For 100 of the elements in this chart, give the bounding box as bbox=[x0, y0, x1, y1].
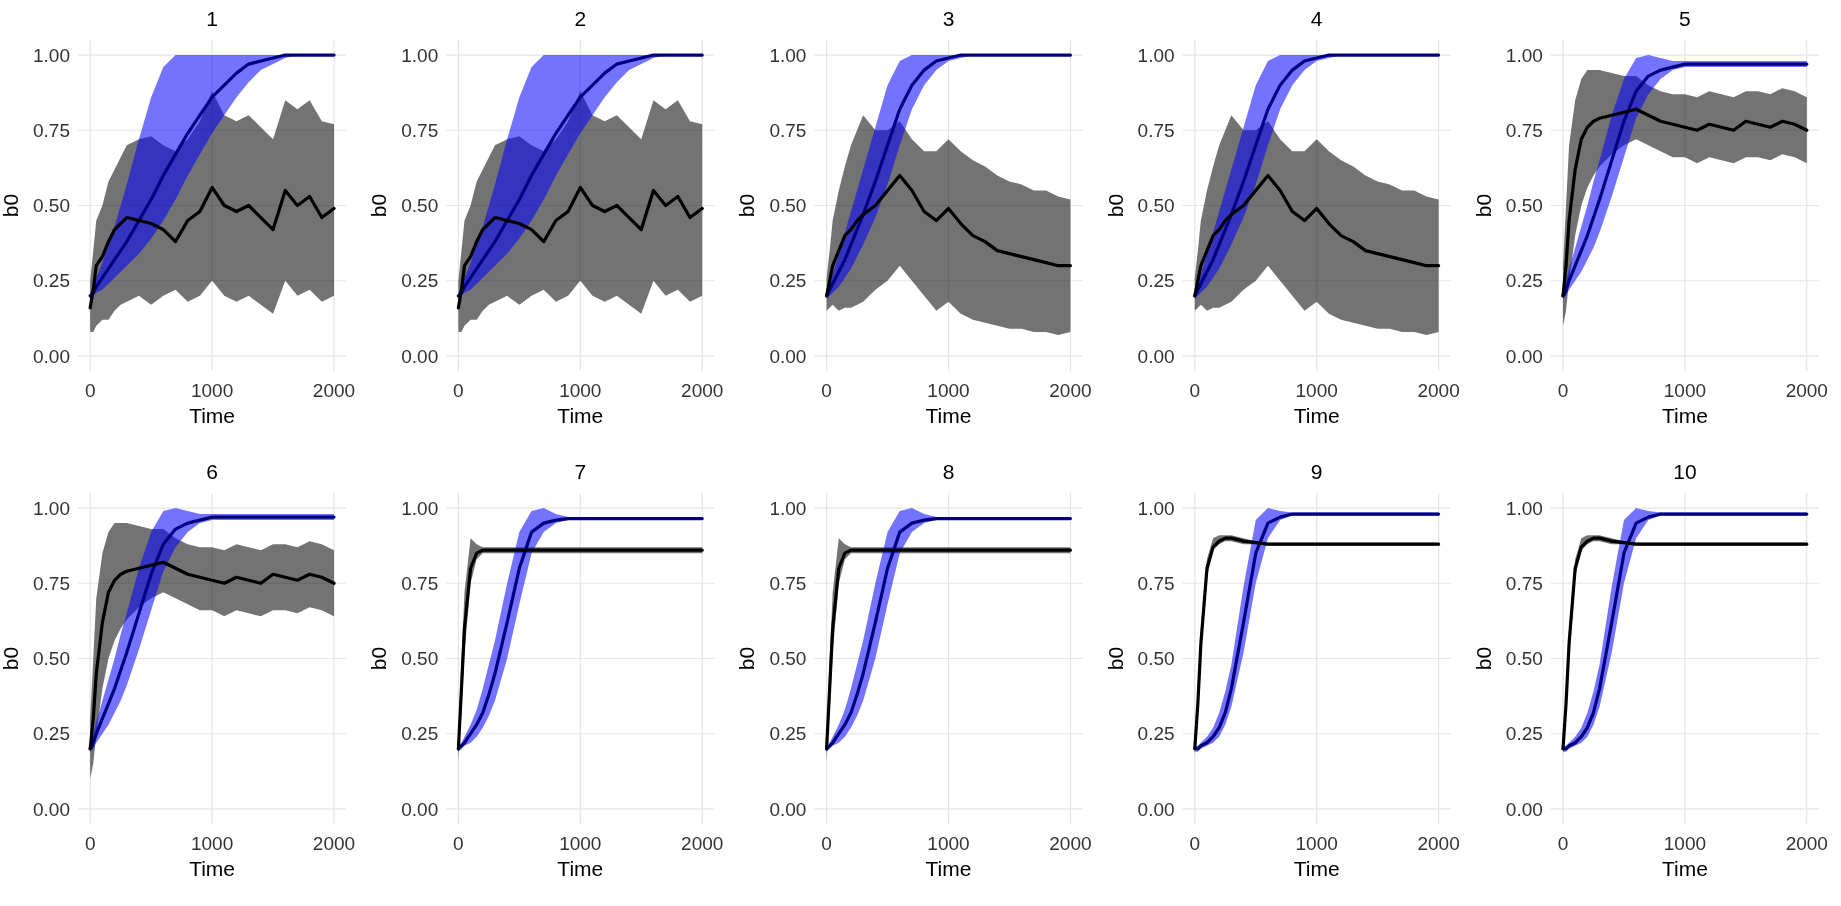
x-tick-label: 2000 bbox=[1049, 380, 1092, 401]
x-axis-title: Time bbox=[925, 857, 972, 880]
x-axis-title: Time bbox=[557, 404, 604, 427]
x-tick-label: 2000 bbox=[312, 833, 356, 854]
x-tick-label: 1000 bbox=[559, 833, 602, 854]
chart-title: 9 bbox=[1310, 460, 1323, 483]
chart-title: 5 bbox=[1679, 7, 1691, 30]
x-tick-label: 1000 bbox=[190, 833, 234, 854]
y-tick-label: 0.75 bbox=[769, 119, 807, 141]
chart-title: 6 bbox=[206, 460, 218, 483]
y-tick-label: 0.25 bbox=[33, 270, 70, 292]
x-tick-label: 0 bbox=[1557, 380, 1569, 401]
y-tick-label: 0.50 bbox=[1505, 195, 1543, 217]
x-axis-title: Time bbox=[1293, 404, 1340, 427]
x-tick-label: 2000 bbox=[1785, 380, 1828, 401]
y-axis-title: b0 bbox=[1103, 646, 1127, 671]
y-tick-label: 0.50 bbox=[769, 195, 807, 217]
y-tick-label: 1.00 bbox=[769, 497, 807, 519]
y-axis-title: b0 bbox=[367, 193, 391, 218]
y-tick-label: 0.75 bbox=[401, 119, 439, 141]
y-axis-title: b0 bbox=[735, 193, 759, 218]
x-axis-title: Time bbox=[189, 404, 236, 427]
x-tick-label: 2000 bbox=[1417, 380, 1460, 401]
x-tick-label: 1000 bbox=[559, 380, 602, 401]
chart-title: 8 bbox=[942, 460, 955, 483]
y-tick-label: 1.00 bbox=[1137, 44, 1175, 66]
y-axis-title: b0 bbox=[1471, 646, 1495, 671]
y-tick-label: 0.75 bbox=[1137, 572, 1175, 594]
x-tick-label: 1000 bbox=[1663, 380, 1707, 401]
y-tick-label: 1.00 bbox=[33, 44, 70, 66]
x-tick-label: 2000 bbox=[1417, 833, 1460, 854]
y-axis-title: b0 bbox=[1103, 193, 1127, 218]
y-tick-label: 0.00 bbox=[401, 345, 439, 367]
y-tick-label: 0.25 bbox=[1505, 723, 1543, 745]
y-tick-label: 0.25 bbox=[1137, 723, 1175, 745]
x-axis-title: Time bbox=[1661, 404, 1708, 427]
y-tick-label: 0.75 bbox=[1505, 119, 1543, 141]
y-tick-label: 0.00 bbox=[33, 798, 70, 820]
y-tick-label: 0.75 bbox=[401, 572, 439, 594]
x-axis-title: Time bbox=[1661, 857, 1708, 880]
x-tick-label: 1000 bbox=[927, 833, 970, 854]
x-tick-label: 1000 bbox=[1295, 380, 1338, 401]
y-tick-label: 0.75 bbox=[1137, 119, 1175, 141]
y-tick-label: 0.50 bbox=[33, 195, 70, 217]
x-axis-title: Time bbox=[189, 857, 236, 880]
y-tick-label: 1.00 bbox=[401, 497, 439, 519]
x-tick-label: 0 bbox=[821, 833, 832, 854]
y-tick-label: 0.50 bbox=[769, 648, 807, 670]
x-tick-label: 2000 bbox=[1049, 833, 1092, 854]
x-tick-label: 0 bbox=[1557, 833, 1569, 854]
y-tick-label: 0.50 bbox=[401, 195, 439, 217]
y-tick-label: 0.00 bbox=[1137, 345, 1175, 367]
y-tick-label: 1.00 bbox=[769, 44, 807, 66]
y-tick-label: 0.00 bbox=[1505, 345, 1543, 367]
y-tick-label: 0.50 bbox=[1505, 648, 1543, 670]
y-tick-label: 0.75 bbox=[33, 119, 70, 141]
chart-title: 2 bbox=[574, 7, 587, 30]
y-tick-label: 0.00 bbox=[1137, 798, 1175, 820]
x-tick-label: 0 bbox=[453, 380, 464, 401]
y-tick-label: 0.25 bbox=[769, 723, 807, 745]
x-tick-label: 2000 bbox=[681, 380, 724, 401]
y-axis-title: b0 bbox=[0, 646, 22, 671]
y-tick-label: 0.00 bbox=[1505, 798, 1543, 820]
chart-title: 7 bbox=[574, 460, 587, 483]
y-tick-label: 0.00 bbox=[401, 798, 439, 820]
y-tick-label: 0.25 bbox=[401, 270, 439, 292]
x-tick-label: 0 bbox=[821, 380, 832, 401]
y-tick-label: 0.50 bbox=[1137, 648, 1175, 670]
y-tick-label: 0.50 bbox=[33, 648, 70, 670]
y-tick-label: 0.75 bbox=[1505, 572, 1543, 594]
x-tick-label: 1000 bbox=[1663, 833, 1707, 854]
x-tick-label: 0 bbox=[453, 833, 464, 854]
x-tick-label: 2000 bbox=[1785, 833, 1828, 854]
y-tick-label: 0.25 bbox=[33, 723, 70, 745]
y-tick-label: 1.00 bbox=[1137, 497, 1175, 519]
x-tick-label: 0 bbox=[1189, 380, 1201, 401]
y-tick-label: 0.00 bbox=[33, 345, 70, 367]
y-tick-label: 0.50 bbox=[401, 648, 439, 670]
y-tick-label: 0.75 bbox=[33, 572, 70, 594]
chart-title: 4 bbox=[1310, 7, 1323, 30]
y-tick-label: 0.25 bbox=[401, 723, 439, 745]
y-axis-title: b0 bbox=[0, 193, 22, 218]
y-tick-label: 0.50 bbox=[1137, 195, 1175, 217]
x-tick-label: 2000 bbox=[312, 380, 356, 401]
x-tick-label: 1000 bbox=[190, 380, 234, 401]
x-tick-label: 1000 bbox=[1295, 833, 1338, 854]
y-axis-title: b0 bbox=[1471, 193, 1495, 218]
y-axis-title: b0 bbox=[367, 646, 391, 671]
x-tick-label: 0 bbox=[84, 833, 96, 854]
y-tick-label: 1.00 bbox=[1505, 497, 1543, 519]
y-tick-label: 1.00 bbox=[401, 44, 439, 66]
x-tick-label: 0 bbox=[1189, 833, 1201, 854]
y-tick-label: 0.75 bbox=[769, 572, 807, 594]
x-tick-label: 0 bbox=[84, 380, 96, 401]
x-axis-title: Time bbox=[925, 404, 972, 427]
x-axis-title: Time bbox=[557, 857, 604, 880]
y-tick-label: 0.25 bbox=[769, 270, 807, 292]
y-tick-label: 0.25 bbox=[1505, 270, 1543, 292]
chart-title: 10 bbox=[1673, 460, 1697, 483]
y-tick-label: 0.00 bbox=[769, 345, 807, 367]
